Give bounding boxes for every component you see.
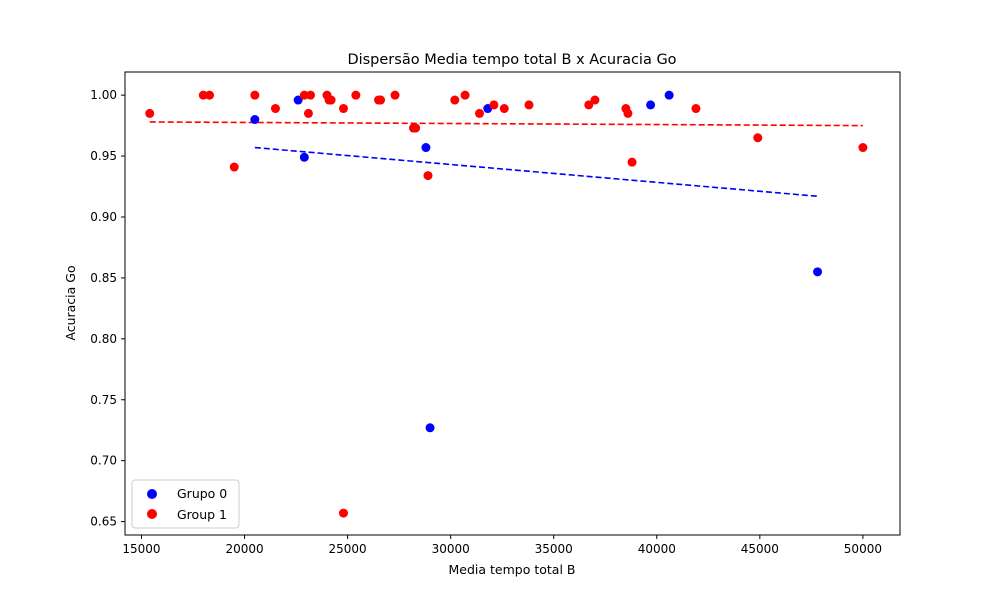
x-tick-label: 30000 [432,542,470,556]
plot-frame [124,71,901,536]
data-point-group-1 [250,90,260,100]
x-tick-label: 35000 [535,542,573,556]
data-point-group-1 [145,108,155,118]
data-point-group-1 [623,108,633,118]
data-point-grupo-0 [293,95,303,105]
y-axis-label: Acuracia Go [63,265,78,340]
data-point-group-1 [303,108,313,118]
data-point-grupo-0 [250,115,260,125]
y-tick-label: 0.80 [90,332,117,346]
data-point-group-1 [691,104,701,114]
y-tick-label: 0.65 [90,515,117,529]
x-tick-label: 25000 [329,542,367,556]
data-point-group-1 [858,143,868,153]
data-point-group-1 [299,90,309,100]
data-point-group-1 [411,123,421,133]
data-point-group-1 [489,100,499,110]
data-point-grupo-0 [425,423,435,433]
y-tick-label: 0.70 [90,454,117,468]
data-point-group-1 [270,104,280,114]
data-point-grupo-0 [664,90,674,100]
trendline-grupo-0 [254,146,818,198]
data-point-grupo-0 [299,152,309,162]
data-point-group-1 [205,90,215,100]
x-tick-label: 45000 [741,542,779,556]
data-point-grupo-0 [813,267,823,277]
data-point-group-1 [376,95,386,105]
y-tick-label: 0.85 [90,271,117,285]
y-tick-label: 0.90 [90,210,117,224]
y-tick-label: 1.00 [90,88,117,102]
data-point-group-1 [390,90,400,100]
data-point-group-1 [499,104,509,114]
data-point-group-1 [753,133,763,143]
x-tick-label: 20000 [225,542,263,556]
y-tick-label: 0.95 [90,149,117,163]
data-point-group-1 [475,108,485,118]
legend-box [131,479,240,529]
legend-marker-group-1 [147,509,157,519]
trendline-group-1 [149,121,863,127]
x-tick-label: 50000 [844,542,882,556]
data-point-group-1 [524,100,534,110]
chart-title: Dispersão Media tempo total B x Acuracia… [347,52,676,68]
data-point-group-1 [423,171,433,181]
data-point-group-1 [627,157,637,167]
trendlines [149,121,863,198]
legend: Grupo 0 Group 1 [131,479,240,529]
x-tick-label: 15000 [122,542,160,556]
data-point-group-1 [590,95,600,105]
data-point-group-1 [351,90,361,100]
y-tick-label: 0.75 [90,393,117,407]
data-point-group-1 [338,104,348,114]
data-point-group-1 [584,100,594,110]
x-axis-label: Media tempo total B [449,562,576,577]
data-point-group-1 [460,90,470,100]
data-point-grupo-0 [646,100,656,110]
legend-marker-grupo-0 [147,489,157,499]
data-point-group-1 [326,95,336,105]
data-point-group-1 [198,90,208,100]
y-axis-ticks: 0.65 0.70 0.75 0.80 0.85 0.90 0.95 1.00 [90,88,125,529]
x-axis-ticks: 15000 20000 25000 30000 35000 40000 45000 50000 [122,535,882,556]
x-tick-label: 40000 [638,542,676,556]
data-point-group-1 [229,162,239,172]
data-point-group-1 [338,508,348,518]
data-points [145,90,868,518]
legend-label-group-1: Group 1 [177,507,227,522]
data-point-group-1 [306,90,316,100]
data-point-grupo-0 [421,143,431,153]
legend-label-grupo-0: Grupo 0 [177,486,227,501]
data-point-group-1 [450,95,460,105]
